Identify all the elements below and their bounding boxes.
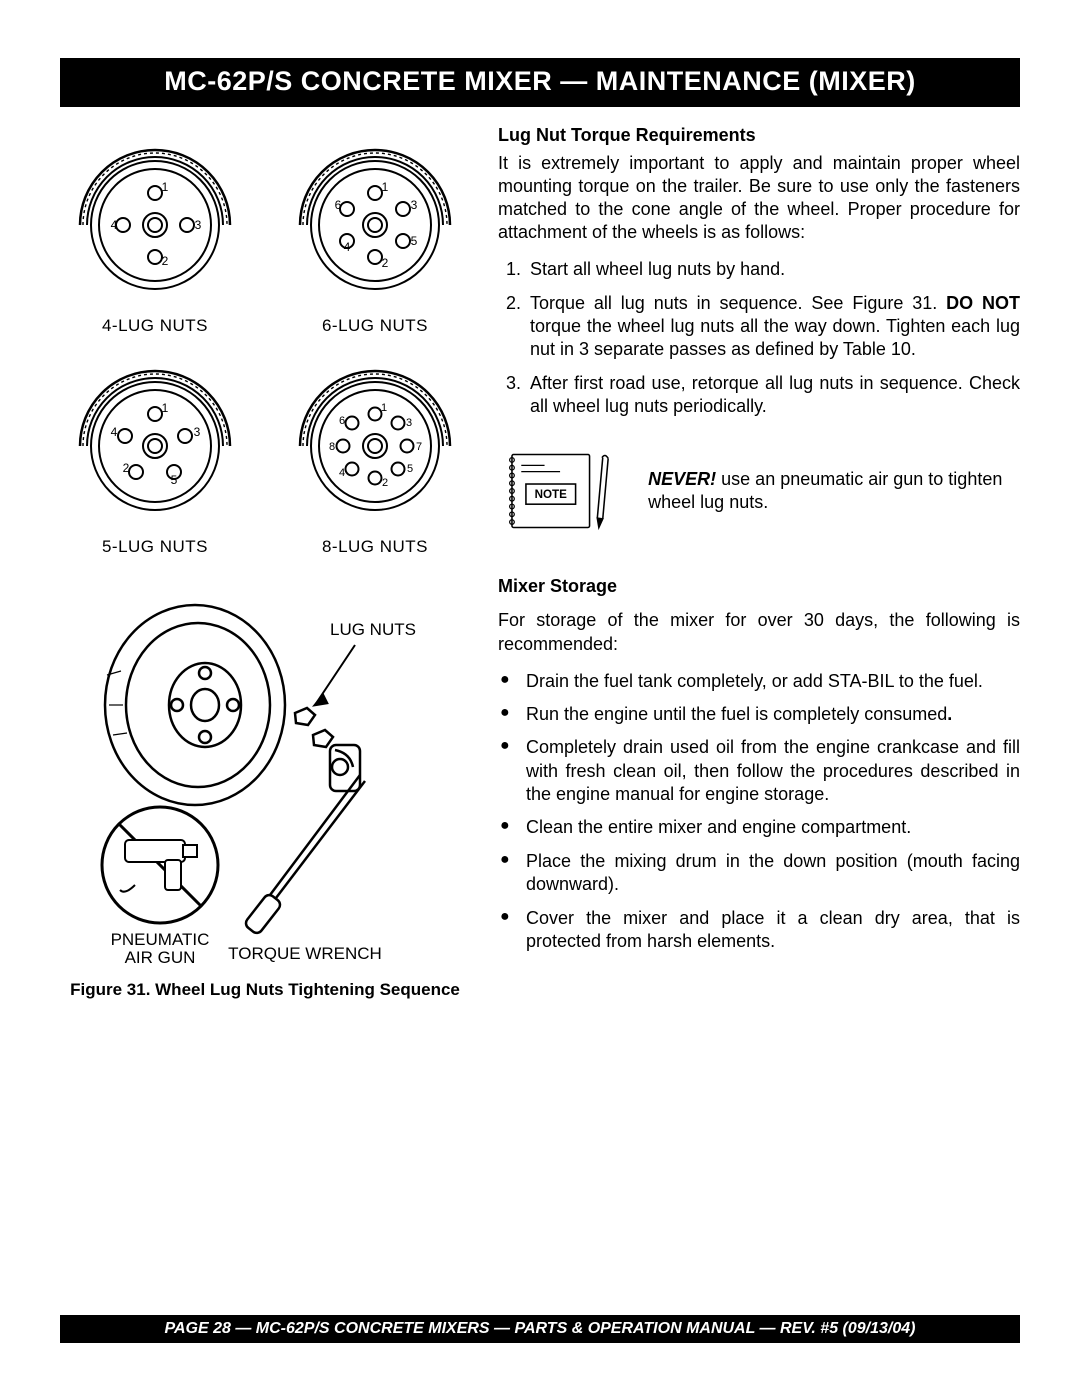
left-column: 1 2 3 4 4-LUG NUTS bbox=[60, 125, 470, 1000]
bullet-2a: Run the engine until the fuel is complet… bbox=[526, 704, 947, 724]
svg-text:2: 2 bbox=[162, 254, 169, 268]
svg-text:AIR GUN: AIR GUN bbox=[125, 948, 196, 965]
wheel-4lug: 1 2 3 4 4-LUG NUTS bbox=[70, 125, 240, 336]
wheel-4lug-icon: 1 2 3 4 bbox=[70, 125, 240, 305]
steps-list: Start all wheel lug nuts by hand. Torque… bbox=[498, 258, 1020, 418]
section-lugnut-title: Lug Nut Torque Requirements bbox=[498, 125, 1020, 146]
svg-text:4: 4 bbox=[344, 240, 351, 254]
svg-text:2: 2 bbox=[382, 256, 389, 270]
svg-text:3: 3 bbox=[194, 425, 201, 439]
wheel-6lug-label: 6-LUG NUTS bbox=[290, 316, 460, 336]
svg-text:1: 1 bbox=[382, 180, 389, 194]
svg-text:TORQUE WRENCH: TORQUE WRENCH bbox=[228, 944, 382, 963]
svg-text:5: 5 bbox=[171, 473, 178, 487]
wheel-5lug-icon: 1 2 3 4 5 bbox=[70, 346, 240, 526]
note-callout: NOTE NEVER! use an pneumatic air gun to … bbox=[498, 436, 1020, 546]
bullet-4: Clean the entire mixer and engine compar… bbox=[498, 816, 1020, 839]
svg-text:7: 7 bbox=[416, 441, 422, 453]
svg-text:1: 1 bbox=[162, 180, 169, 194]
section-storage-title: Mixer Storage bbox=[498, 576, 1020, 597]
bullet-6: Cover the mixer and place it a clean dry… bbox=[498, 907, 1020, 954]
svg-text:3: 3 bbox=[411, 198, 418, 212]
svg-text:LUG NUTS: LUG NUTS bbox=[330, 620, 416, 639]
step-3: After first road use, retorque all lug n… bbox=[526, 372, 1020, 419]
wheel-8lug: 1 2 3 4 5 6 7 8 8-LUG NUTS bbox=[290, 346, 460, 557]
wheel-6lug-icon: 1 2 3 4 5 6 bbox=[290, 125, 460, 305]
torque-wrench-icon: LUG NUTS bbox=[75, 575, 455, 965]
torque-illustration: LUG NUTS bbox=[60, 575, 470, 970]
bullet-2b: . bbox=[947, 704, 952, 724]
svg-text:8: 8 bbox=[329, 441, 335, 453]
svg-text:2: 2 bbox=[123, 461, 130, 475]
svg-text:5: 5 bbox=[407, 463, 413, 475]
bullet-1: Drain the fuel tank completely, or add S… bbox=[498, 670, 1020, 693]
step-2-c: torque the wheel lug nuts all the way do… bbox=[530, 316, 1020, 359]
wheel-4lug-label: 4-LUG NUTS bbox=[70, 316, 240, 336]
step-2: Torque all lug nuts in sequence. See Fig… bbox=[526, 292, 1020, 362]
wheel-5lug-label: 5-LUG NUTS bbox=[70, 537, 240, 557]
step-1: Start all wheel lug nuts by hand. bbox=[526, 258, 1020, 281]
wheel-6lug: 1 2 3 4 5 6 6-LUG NUTS bbox=[290, 125, 460, 336]
step-2-a: Torque all lug nuts in sequence. See Fig… bbox=[530, 293, 946, 313]
wheel-8lug-icon: 1 2 3 4 5 6 7 8 bbox=[290, 346, 460, 526]
wheel-5lug: 1 2 3 4 5 5-LUG NUTS bbox=[70, 346, 240, 557]
section-storage-para: For storage of the mixer for over 30 day… bbox=[498, 609, 1020, 655]
content-wrapper: 1 2 3 4 4-LUG NUTS bbox=[60, 125, 1020, 1000]
wheel-grid: 1 2 3 4 4-LUG NUTS bbox=[60, 125, 470, 557]
page-footer: PAGE 28 — MC-62P/S CONCRETE MIXERS — PAR… bbox=[60, 1315, 1020, 1343]
svg-text:3: 3 bbox=[406, 417, 412, 429]
notepad-icon: NOTE bbox=[498, 436, 622, 546]
note-never: NEVER! bbox=[648, 469, 716, 489]
svg-text:NOTE: NOTE bbox=[535, 488, 568, 501]
svg-text:1: 1 bbox=[162, 401, 169, 415]
right-column: Lug Nut Torque Requirements It is extrem… bbox=[498, 125, 1020, 1000]
svg-text:3: 3 bbox=[195, 218, 202, 232]
bullet-2: Run the engine until the fuel is complet… bbox=[498, 703, 1020, 726]
bullet-5: Place the mixing drum in the down positi… bbox=[498, 850, 1020, 897]
svg-text:4: 4 bbox=[339, 467, 345, 479]
step-2-donot: DO NOT bbox=[946, 293, 1020, 313]
bullet-3: Completely drain used oil from the engin… bbox=[498, 736, 1020, 806]
svg-text:PNEUMATIC: PNEUMATIC bbox=[111, 930, 210, 949]
section-lugnut-para: It is extremely important to apply and m… bbox=[498, 152, 1020, 244]
svg-text:6: 6 bbox=[335, 198, 342, 212]
page-title-bar: MC-62P/S CONCRETE MIXER — MAINTENANCE (M… bbox=[60, 58, 1020, 107]
svg-text:2: 2 bbox=[382, 477, 388, 489]
figure-caption: Figure 31. Wheel Lug Nuts Tightening Seq… bbox=[60, 980, 470, 1000]
wheel-8lug-label: 8-LUG NUTS bbox=[290, 537, 460, 557]
svg-text:6: 6 bbox=[339, 415, 345, 427]
svg-text:4: 4 bbox=[111, 218, 118, 232]
svg-text:1: 1 bbox=[381, 402, 387, 414]
svg-text:5: 5 bbox=[411, 234, 418, 248]
note-text: NEVER! use an pneumatic air gun to tight… bbox=[648, 468, 1020, 515]
svg-text:4: 4 bbox=[111, 425, 118, 439]
storage-bullets: Drain the fuel tank completely, or add S… bbox=[498, 670, 1020, 954]
